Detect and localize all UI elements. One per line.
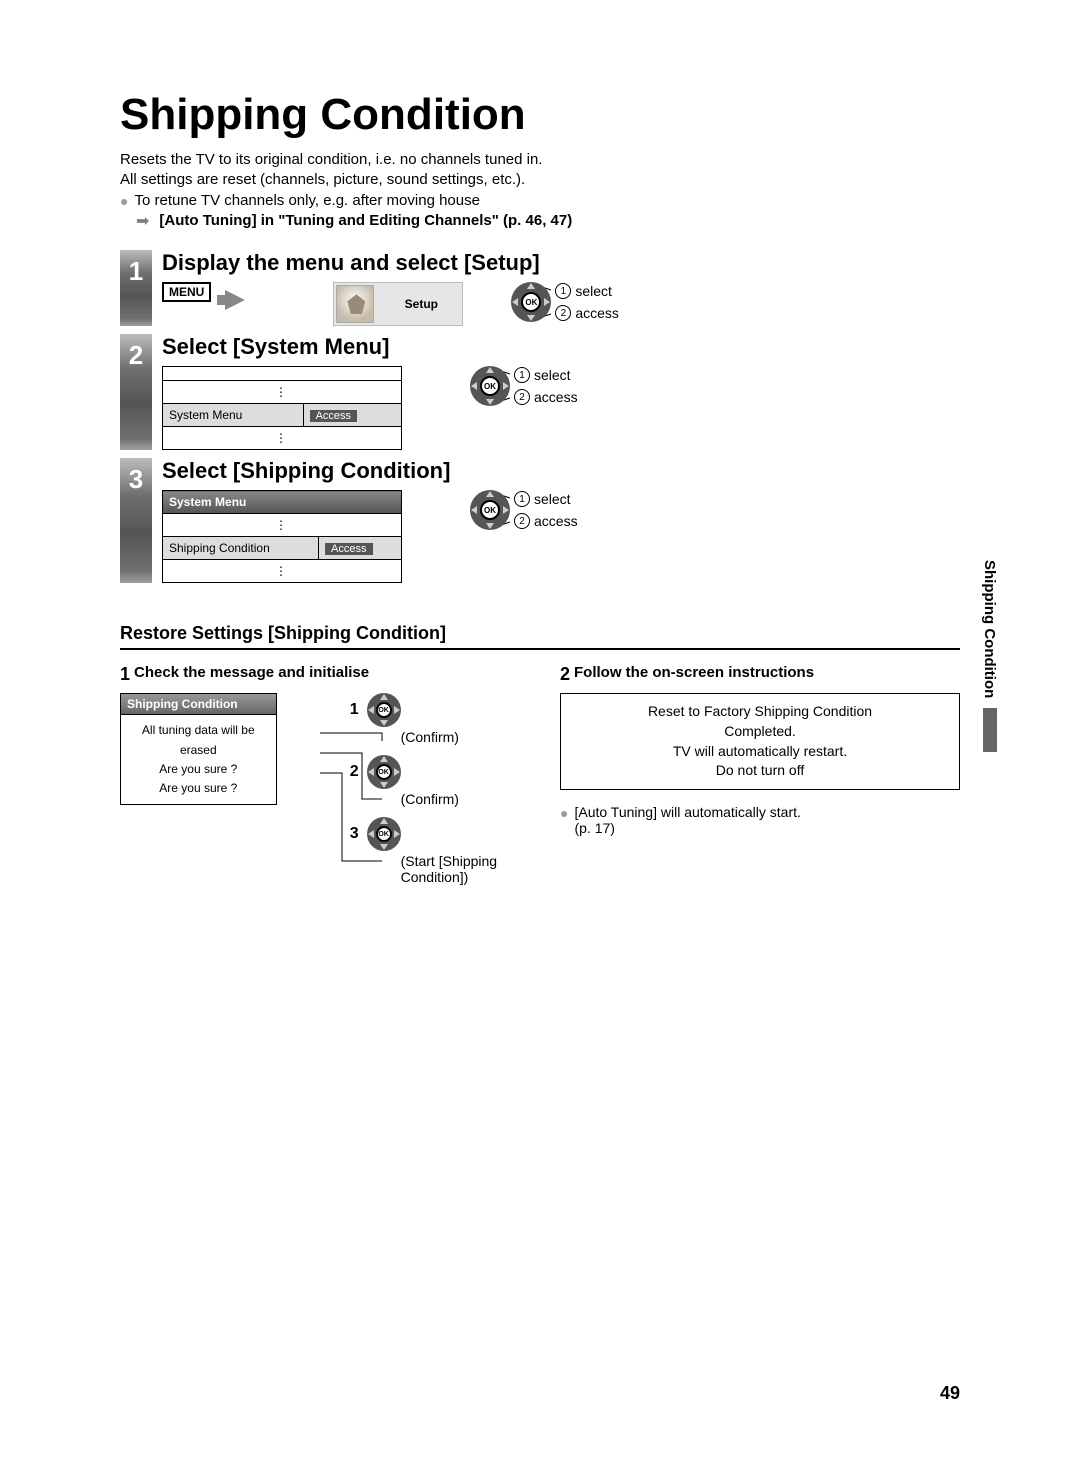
ok-dpad-icon[interactable]: OK — [511, 282, 551, 322]
ok-button[interactable]: OK — [376, 826, 392, 842]
info-line-1: Reset to Factory Shipping Condition — [571, 702, 949, 722]
step3-annot-access: access — [534, 513, 578, 529]
confirm-row-1: 1 OK — [347, 693, 520, 727]
circled-1-icon: 1 — [514, 367, 530, 383]
step-3-number: 3 — [120, 458, 152, 583]
intro-line-2: All settings are reset (channels, pictur… — [120, 170, 960, 190]
auto-tuning-ref: (p. 17) — [574, 820, 614, 836]
side-tab-block-icon — [983, 708, 997, 752]
confirm-row-2: 2 OK — [347, 755, 520, 789]
menu-button[interactable]: MENU — [162, 282, 211, 302]
circled-2-icon: 2 — [514, 513, 530, 529]
col1-heading: Check the message and initialise — [134, 664, 369, 685]
step-1-title: Display the menu and select [Setup] — [162, 250, 960, 276]
step-2-title: Select [System Menu] — [162, 334, 960, 360]
dialog-title: Shipping Condition — [121, 694, 276, 715]
ok-dpad-icon[interactable]: OK — [367, 755, 401, 789]
restore-heading: Restore Settings [Shipping Condition] — [120, 623, 960, 650]
ok-button[interactable]: OK — [480, 500, 500, 520]
intro-bullet: To retune TV channels only, e.g. after m… — [134, 191, 479, 211]
dialog-line-3: Are you sure ? — [129, 779, 268, 798]
ok-button[interactable]: OK — [376, 702, 392, 718]
step2-annot-access: access — [534, 389, 578, 405]
ok-button[interactable]: OK — [480, 376, 500, 396]
dialog-line-1: All tuning data will be erased — [129, 721, 268, 759]
ok-dpad-icon[interactable]: OK — [367, 693, 401, 727]
col1-number: 1 — [120, 664, 130, 685]
step-2: 2 Select [System Menu] ⋮ System Menu Acc… — [120, 334, 960, 450]
intro-ref: [Auto Tuning] in "Tuning and Editing Cha… — [159, 211, 572, 231]
intro-line-1: Resets the TV to its original condition,… — [120, 150, 960, 170]
side-tab: Shipping Condition — [981, 560, 998, 752]
confirm-3-number: 3 — [347, 825, 359, 843]
circled-1-icon: 1 — [555, 283, 571, 299]
bullet-dot-icon: ● — [560, 805, 568, 821]
step1-annot-access: access — [575, 305, 619, 321]
circled-1-icon: 1 — [514, 491, 530, 507]
shipping-condition-access[interactable]: Access — [325, 543, 372, 555]
info-line-2: Completed. — [571, 722, 949, 742]
step-3-title: Select [Shipping Condition] — [162, 458, 960, 484]
confirm-2-label: (Confirm) — [401, 791, 520, 807]
arrow-right-icon — [225, 290, 245, 310]
step1-annot-select: select — [575, 283, 612, 299]
shipping-condition-row-label[interactable]: Shipping Condition — [163, 537, 319, 560]
step-1-number: 1 — [120, 250, 152, 326]
bullet-dot-icon: ● — [120, 192, 128, 211]
page-number: 49 — [940, 1383, 960, 1404]
step-2-number: 2 — [120, 334, 152, 450]
side-tab-label: Shipping Condition — [981, 560, 998, 698]
dialog-line-2: Are you sure ? — [129, 760, 268, 779]
ok-button[interactable]: OK — [521, 292, 541, 312]
completion-info-box: Reset to Factory Shipping Condition Comp… — [560, 693, 960, 789]
circled-2-icon: 2 — [555, 305, 571, 321]
page-title: Shipping Condition — [120, 90, 960, 140]
setup-wrench-icon — [336, 285, 374, 323]
confirm-row-3: 3 OK — [347, 817, 520, 851]
circled-2-icon: 2 — [514, 389, 530, 405]
system-menu-header: System Menu — [163, 491, 402, 514]
step-1: 1 Display the menu and select [Setup] ME… — [120, 250, 960, 326]
system-menu-access[interactable]: Access — [310, 410, 357, 422]
confirm-3-label: (Start [Shipping Condition]) — [401, 853, 520, 885]
intro-block: Resets the TV to its original condition,… — [120, 150, 960, 232]
restore-col-1: 1 Check the message and initialise Shipp… — [120, 664, 520, 885]
ok-dpad-icon[interactable]: OK — [470, 366, 510, 406]
info-line-4: Do not turn off — [571, 761, 949, 781]
setup-tile-label: Setup — [382, 297, 460, 311]
info-line-3: TV will automatically restart. — [571, 742, 949, 762]
restore-col-2: 2 Follow the on-screen instructions Rese… — [560, 664, 960, 835]
setup-tile[interactable]: Setup — [333, 282, 463, 326]
col2-number: 2 — [560, 664, 570, 685]
ok-button[interactable]: OK — [376, 764, 392, 780]
step3-annot-select: select — [534, 491, 571, 507]
col2-heading: Follow the on-screen instructions — [574, 664, 814, 685]
ok-dpad-icon[interactable]: OK — [470, 490, 510, 530]
step-3: 3 Select [Shipping Condition] System Men… — [120, 458, 960, 583]
ok-dpad-icon[interactable]: OK — [367, 817, 401, 851]
shipping-condition-table[interactable]: System Menu ⋮ Shipping Condition Access … — [162, 490, 402, 583]
auto-tuning-note: [Auto Tuning] will automatically start. — [574, 804, 800, 820]
confirm-2-number: 2 — [347, 763, 359, 781]
arrow-bullet-icon: ➡ — [136, 211, 149, 233]
confirm-1-label: (Confirm) — [401, 729, 520, 745]
shipping-condition-dialog: Shipping Condition All tuning data will … — [120, 693, 277, 805]
system-menu-row-label[interactable]: System Menu — [163, 404, 304, 427]
system-menu-table[interactable]: ⋮ System Menu Access ⋮ — [162, 366, 402, 450]
confirm-1-number: 1 — [347, 701, 359, 719]
step2-annot-select: select — [534, 367, 571, 383]
